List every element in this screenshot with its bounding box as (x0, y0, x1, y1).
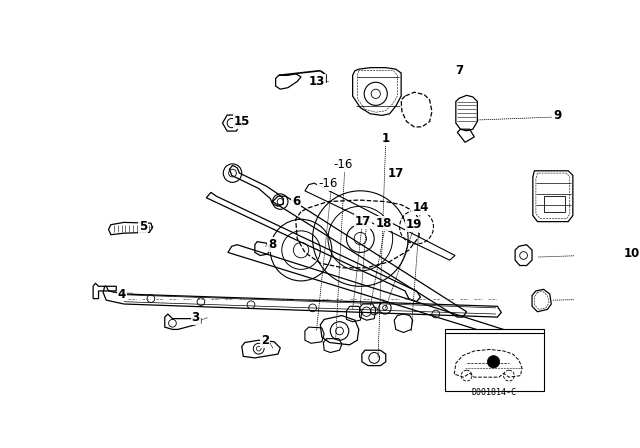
Text: 8: 8 (268, 238, 276, 251)
Text: 7: 7 (455, 64, 463, 77)
Text: 18: 18 (375, 217, 392, 230)
Text: 15: 15 (234, 115, 250, 128)
Text: -16: -16 (333, 158, 353, 171)
Text: 9: 9 (554, 109, 561, 122)
Text: D001814-C: D001814-C (471, 388, 516, 397)
Text: 2: 2 (260, 335, 269, 348)
Text: 6: 6 (292, 195, 301, 208)
Text: 17: 17 (388, 167, 404, 180)
Bar (445, 329, 543, 391)
Text: 14: 14 (412, 201, 429, 214)
Text: 10: 10 (624, 247, 640, 260)
Text: 13: 13 (308, 75, 324, 88)
Circle shape (488, 356, 500, 368)
Text: 19: 19 (406, 218, 422, 231)
Text: 17: 17 (355, 215, 371, 228)
Text: 4: 4 (118, 288, 126, 301)
Text: 3: 3 (191, 310, 200, 323)
Text: -16: -16 (318, 177, 338, 190)
Text: 5: 5 (139, 220, 147, 233)
Text: 1: 1 (381, 132, 390, 145)
